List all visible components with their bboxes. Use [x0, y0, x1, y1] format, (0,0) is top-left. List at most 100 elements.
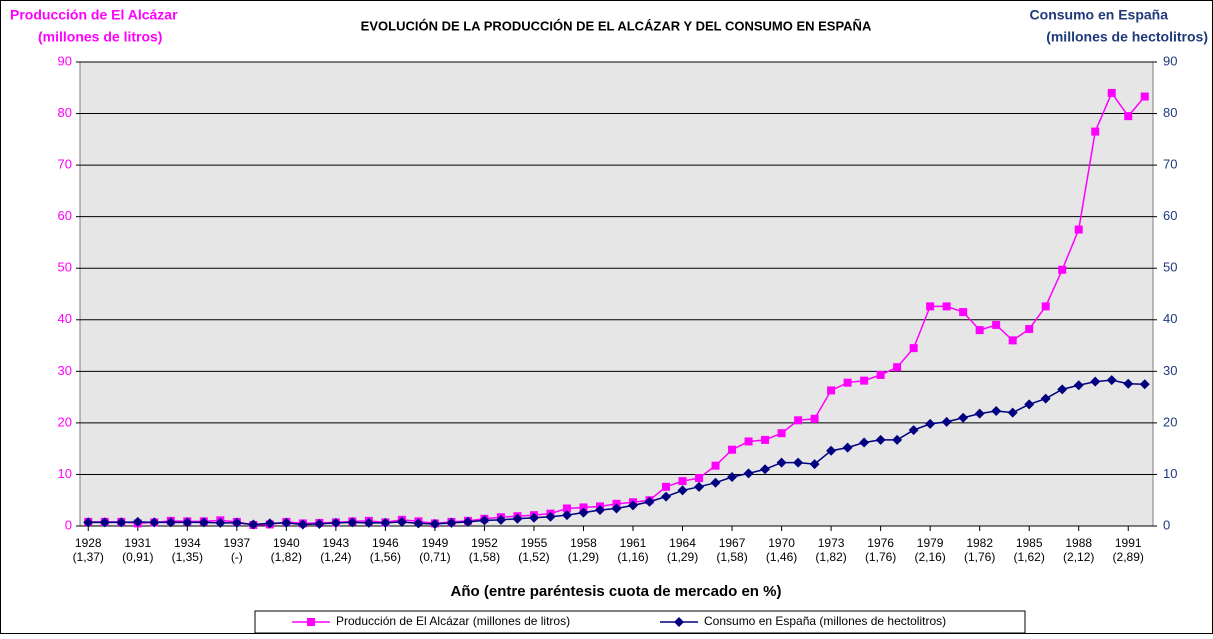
point [677, 485, 688, 496]
point [363, 517, 374, 528]
point [314, 518, 325, 529]
y2-axis-label: (millones de hectolitros) [1046, 29, 1208, 45]
point [959, 308, 968, 317]
point [992, 320, 1001, 329]
point [991, 406, 1002, 417]
x-tick-sublabel: (1,29) [568, 550, 599, 564]
point [1041, 302, 1050, 311]
point [116, 517, 127, 528]
y2-tick-label: 20 [1163, 414, 1177, 429]
point [926, 302, 935, 311]
point [413, 518, 424, 529]
x-tick-sublabel: (1,46) [766, 550, 797, 564]
point [1008, 336, 1017, 345]
point [793, 457, 804, 468]
point [628, 500, 639, 511]
point [215, 517, 226, 528]
y2-tick-label: 60 [1163, 208, 1177, 223]
y2-axis-label: Consumo en España [1030, 7, 1169, 23]
point [860, 376, 869, 385]
legend-label: Producción de El Alcázar (millones de li… [336, 614, 570, 628]
x-tick-label: 1976 [867, 536, 894, 550]
x-tick-label: 1955 [521, 536, 548, 550]
point [512, 513, 523, 524]
x-axis-label: Año (entre paréntesis cuota de mercado e… [451, 583, 782, 600]
point [710, 477, 721, 488]
y2-tick-label: 0 [1163, 517, 1170, 532]
y-tick-label: 80 [58, 105, 72, 120]
x-tick-sublabel: (0,91) [122, 550, 153, 564]
point [958, 412, 969, 423]
point [1140, 92, 1149, 101]
point [661, 491, 672, 502]
point [1139, 379, 1150, 390]
point [182, 517, 193, 528]
y-tick-label: 60 [58, 208, 72, 223]
point [1124, 112, 1133, 121]
point [149, 517, 160, 528]
point [396, 516, 407, 527]
point [893, 363, 902, 372]
x-tick-sublabel: (1,58) [469, 550, 500, 564]
x-tick-label: 1979 [917, 536, 944, 550]
x-tick-label: 1934 [174, 536, 201, 550]
point [694, 481, 705, 492]
x-tick-label: 1964 [669, 536, 696, 550]
y2-tick-label: 10 [1163, 466, 1177, 481]
point [1025, 325, 1034, 334]
point [875, 434, 886, 445]
y-tick-label: 0 [65, 517, 72, 532]
point [662, 482, 671, 491]
point [165, 517, 176, 528]
point [974, 408, 985, 419]
point [761, 435, 770, 444]
legend-label: Consumo en España (millones de hectolitr… [704, 614, 946, 628]
x-tick-label: 1973 [818, 536, 845, 550]
point [1107, 88, 1116, 97]
x-tick-label: 1958 [570, 536, 597, 550]
y-tick-label: 10 [58, 466, 72, 481]
x-tick-sublabel: (2,89) [1113, 550, 1144, 564]
y2-tick-label: 90 [1163, 53, 1177, 68]
point [99, 517, 110, 528]
x-tick-sublabel: (1,37) [73, 550, 104, 564]
point [330, 517, 341, 528]
point [810, 414, 819, 423]
legend-marker [307, 618, 315, 626]
point [1074, 225, 1083, 234]
point [1024, 399, 1035, 410]
point [1058, 265, 1067, 274]
plot-area [79, 61, 1154, 527]
x-tick-label: 1937 [223, 536, 250, 550]
point [264, 518, 275, 529]
y-tick-label: 40 [58, 311, 72, 326]
x-tick-label: 1949 [422, 536, 449, 550]
point [827, 386, 836, 395]
point [528, 512, 539, 523]
chart-title: EVOLUCIÓN DE LA PRODUCCIÓN DE EL ALCÁZAR… [361, 18, 872, 33]
point [1007, 407, 1018, 418]
point [446, 517, 457, 528]
y-axis-label: Producción de El Alcázar [10, 7, 178, 23]
point [760, 464, 771, 475]
point [809, 459, 820, 470]
x-tick-sublabel: (1,24) [320, 550, 351, 564]
legend-marker [674, 617, 684, 627]
point [1091, 127, 1100, 136]
point [777, 429, 786, 438]
point [594, 505, 605, 516]
y-tick-label: 70 [58, 157, 72, 172]
point [611, 503, 622, 514]
point [744, 437, 753, 446]
point [776, 457, 787, 468]
point [297, 519, 308, 530]
x-tick-label: 1946 [372, 536, 399, 550]
x-tick-label: 1991 [1115, 536, 1142, 550]
point [644, 496, 655, 507]
point [495, 514, 506, 525]
point [842, 442, 853, 453]
point [561, 510, 572, 521]
point [347, 517, 358, 528]
point [462, 516, 473, 527]
legend-box [254, 610, 1026, 634]
